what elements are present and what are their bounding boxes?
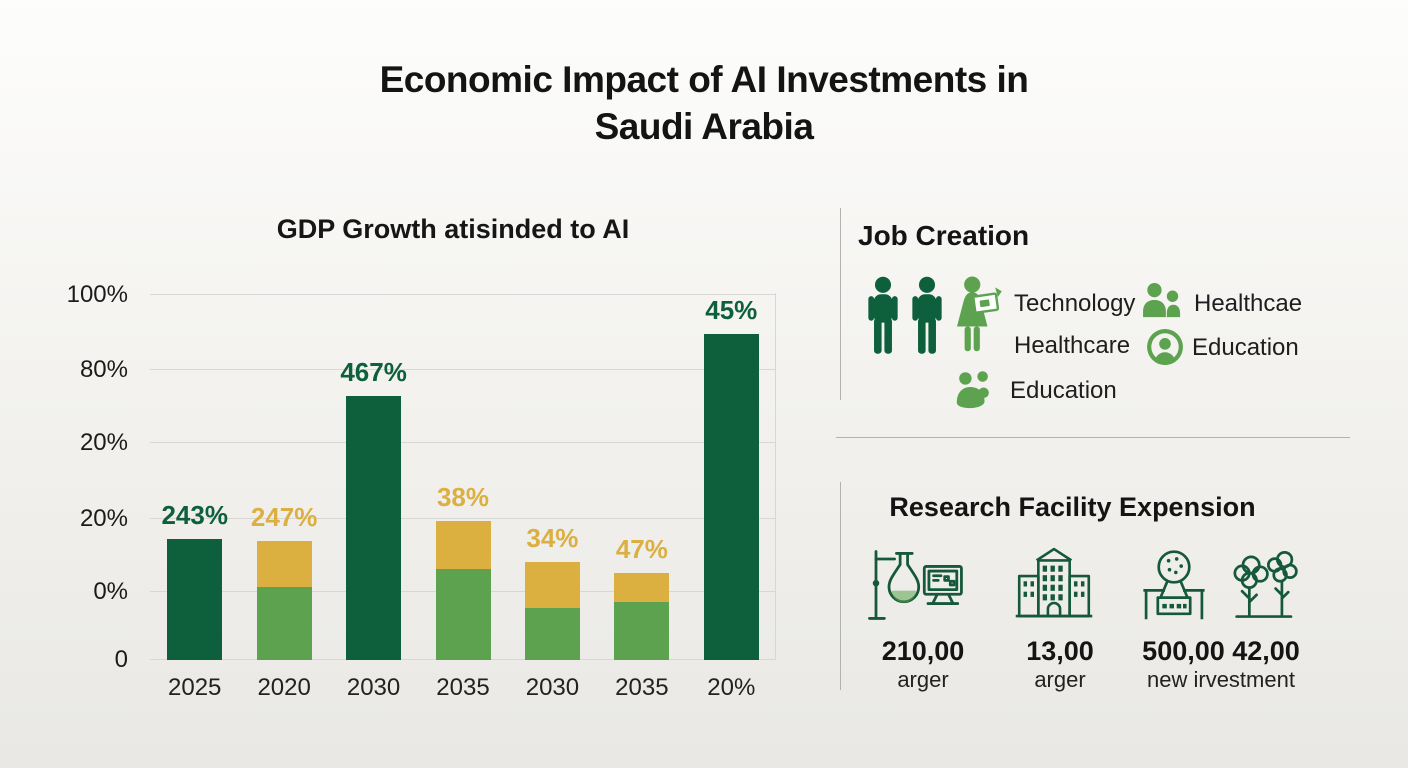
job-label-technology: Technology <box>1014 290 1136 317</box>
bar-segment <box>435 569 491 660</box>
bar-segment <box>256 587 312 660</box>
bar-segment <box>614 573 670 602</box>
gridline <box>150 294 776 295</box>
stat-investment-label: new irvestment <box>1147 667 1295 692</box>
bar-value-label: 45% <box>705 295 758 326</box>
bar-value-label: 38% <box>436 481 490 512</box>
job-creation-heading: Job Creation <box>858 220 1030 251</box>
gridline <box>150 441 776 443</box>
x-tick-label: 2035 <box>615 674 669 701</box>
chart-title: GDP Growth atisinded to AI <box>276 214 630 244</box>
people-group-icon <box>952 366 996 410</box>
job-label-healthcae: Healthcae <box>1194 290 1303 317</box>
page-title: Economic Impact of AI Investments in Sau… <box>0 56 1408 150</box>
bar-value-label: 34% <box>526 523 579 554</box>
bar-segment <box>167 538 223 660</box>
y-tick-label: 20% <box>79 428 128 456</box>
vertical-divider-top <box>840 208 841 400</box>
bar-value-label: 247% <box>250 502 318 533</box>
stat-investment-value: 500,00 42,00 <box>1142 636 1300 666</box>
x-tick-label: 2030 <box>346 674 401 701</box>
bar-segment <box>256 541 312 587</box>
person-female-tablet-icon <box>950 276 1004 356</box>
job-label-healthcare: Healthcare <box>1014 332 1131 359</box>
trees-icon <box>1224 544 1300 624</box>
job-label-education-right: Education <box>1192 334 1299 361</box>
page-title-line1: Economic Impact of AI Investments in <box>379 59 1029 100</box>
plot-area: 100% 80% 20% 20% 0% 0 243% 2025 247% 2020 467% 2030… <box>67 281 776 701</box>
y-tick-label: 20% <box>79 505 128 533</box>
people-pair-icon <box>1140 282 1186 320</box>
research-heading: Research Facility Expension <box>889 492 1256 522</box>
stat-labs-value: 210,00 <box>881 636 965 666</box>
bar-segment <box>524 562 580 609</box>
x-tick-label: 20% <box>707 674 756 701</box>
gridline <box>150 518 776 520</box>
stat-labs: 210,00 arger <box>853 636 993 693</box>
stat-buildings-value: 13,00 <box>1026 636 1094 666</box>
bar-value-label: 243% <box>161 499 228 530</box>
y-tick-label: 0% <box>93 578 128 606</box>
person-male-icon <box>866 276 900 356</box>
globe-pedestal-icon <box>1138 546 1210 624</box>
stat-labs-label: arger <box>897 667 949 692</box>
lab-flask-monitor-icon <box>864 546 966 624</box>
stat-buildings-label: arger <box>1034 667 1086 692</box>
stat-buildings: 13,00 arger <box>990 636 1130 693</box>
plot-right-border <box>775 293 776 660</box>
bar-segment <box>703 334 759 660</box>
building-icon <box>1014 542 1094 624</box>
person-male-icon <box>910 276 944 356</box>
bar-segment <box>524 608 580 660</box>
horizontal-divider <box>836 437 1350 438</box>
vertical-divider-bottom <box>840 482 841 690</box>
x-tick-label: 2025 <box>168 674 222 701</box>
y-tick-label: 80% <box>79 355 128 383</box>
job-label-education-bottom: Education <box>1010 377 1117 404</box>
bar-value-label: 467% <box>340 357 407 388</box>
bar-segment <box>346 396 402 660</box>
bar-value-label: 47% <box>615 534 668 565</box>
bar-segment <box>614 601 670 660</box>
y-tick-label: 0 <box>114 646 128 673</box>
gridline <box>150 368 776 370</box>
x-tick-label: 2035 <box>436 674 490 701</box>
x-tick-label: 2020 <box>257 674 311 701</box>
page-title-line2: Saudi Arabia <box>594 106 814 147</box>
y-tick-label: 100% <box>66 281 128 308</box>
x-tick-label: 2030 <box>525 674 580 701</box>
person-circle-icon <box>1146 328 1184 366</box>
bar-segment <box>435 520 491 570</box>
stat-investment: 500,00 42,00 new irvestment <box>1121 636 1321 693</box>
